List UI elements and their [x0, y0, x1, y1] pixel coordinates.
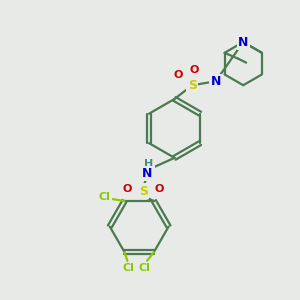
- Text: N: N: [142, 167, 152, 180]
- Text: N: N: [211, 75, 221, 88]
- Text: S: S: [139, 185, 148, 198]
- Text: Cl: Cl: [138, 263, 150, 273]
- Text: N: N: [238, 35, 248, 49]
- Text: S: S: [188, 79, 197, 92]
- Text: O: O: [190, 64, 199, 74]
- Text: Cl: Cl: [99, 192, 111, 202]
- Text: O: O: [123, 184, 132, 194]
- Text: O: O: [154, 184, 164, 194]
- Text: Cl: Cl: [122, 263, 134, 273]
- Text: H: H: [144, 159, 154, 169]
- Text: O: O: [174, 70, 183, 80]
